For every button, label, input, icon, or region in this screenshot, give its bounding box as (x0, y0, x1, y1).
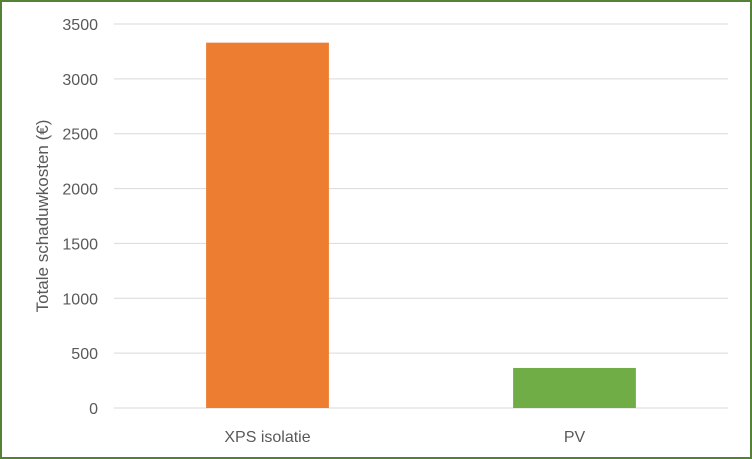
y-tick-label: 500 (71, 346, 98, 363)
y-tick-label: 1000 (62, 291, 98, 308)
x-tick-label: XPS isolatie (224, 429, 310, 446)
y-tick-label: 1500 (62, 236, 98, 253)
y-tick-label: 2500 (62, 127, 98, 144)
x-axis-ticks: XPS isolatie PV (224, 429, 585, 446)
y-axis-ticks: 0 500 1000 1500 2000 2500 3000 3500 (62, 17, 98, 418)
y-tick-label: 3000 (62, 72, 98, 89)
x-tick-label: PV (564, 429, 586, 446)
y-axis-title: Totale schaduwkosten (€) (33, 120, 52, 313)
bars (206, 42, 636, 408)
y-tick-label: 3500 (62, 17, 98, 34)
y-tick-label: 0 (89, 401, 98, 418)
bar-pv (513, 367, 636, 408)
y-tick-label: 2000 (62, 182, 98, 199)
bar-xps-isolatie (206, 42, 329, 408)
